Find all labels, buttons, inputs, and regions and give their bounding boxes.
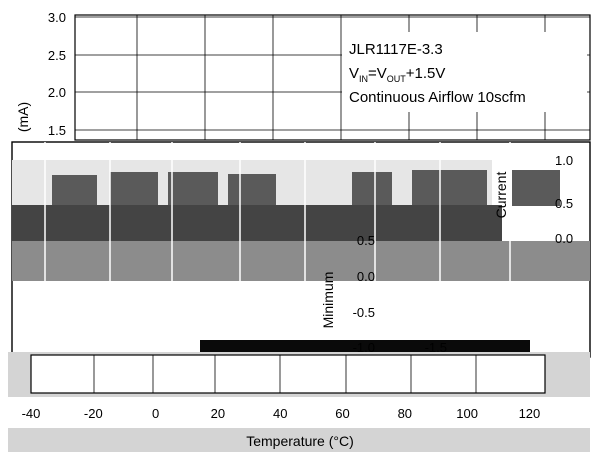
mid-y-tick-label: -0.5 — [353, 305, 375, 320]
bottom-vertical-grid — [93, 355, 477, 393]
top-y-tick-labels: 3.0 2.5 2.0 1.5 — [48, 10, 66, 138]
mid-dark-block — [110, 172, 158, 210]
x-tick-label: 80 — [398, 406, 412, 421]
mid-dark-block — [52, 175, 97, 210]
mid-dark-block — [168, 172, 218, 210]
x-tick-label: 60 — [335, 406, 349, 421]
bottom-plot-area — [30, 354, 546, 394]
right-edge-tick-label: 1.0 — [555, 153, 573, 168]
top-panel: 3.0 2.5 2.0 1.5 (mA) JLR1117E-3.3 VIN=VOUT+… — [15, 10, 591, 141]
right-edge-tick-label: 0.5 — [555, 196, 573, 211]
mid-band-gray — [12, 241, 590, 281]
x-tick-label: 120 — [519, 406, 541, 421]
x-tick-labels: -40 -20 0 20 40 60 80 100 120 — [22, 406, 541, 421]
bottom-panel: -40 -20 0 20 40 60 80 100 120 Temperature (°C) — [8, 352, 590, 452]
condition-tail: +1.5V — [406, 65, 446, 82]
top-y-tick-label: 1.5 — [48, 123, 66, 138]
right-edge-tick-label: 0.0 — [555, 231, 573, 246]
mid-y-tick-labels: 0.5 0.0 -0.5 -1.0 -1.5 — [353, 233, 447, 355]
x-tick-label: 40 — [273, 406, 287, 421]
mid-dark-block — [228, 174, 276, 210]
mid-band-dark — [12, 205, 502, 241]
x-axis-label: Temperature (°C) — [246, 433, 354, 449]
condition-vin: V — [349, 65, 359, 82]
top-y-tick-label: 2.0 — [48, 85, 66, 100]
y-axis-label: (mA) — [15, 102, 31, 132]
annotation-condition: VIN=VOUT+1.5V — [349, 65, 445, 84]
x-tick-label: -20 — [84, 406, 103, 421]
xlabel-band — [8, 428, 590, 452]
mid-y-tick-label: 0.5 — [357, 233, 375, 248]
condition-vout-sub: OUT — [387, 74, 407, 84]
mid-y-tick-label: -1.5 — [425, 340, 447, 355]
mid-dark-block — [352, 172, 392, 210]
mid-panel: 0.5 0.0 -0.5 -1.0 -1.5 1.0 0.5 0.0 Minimum Cur… — [11, 141, 591, 358]
mid-dark-block — [412, 170, 487, 210]
mid-y-tick-label: -1.0 — [353, 340, 375, 355]
top-y-tick-label: 2.5 — [48, 48, 66, 63]
mid-dark-block — [512, 170, 560, 206]
x-tick-label: 20 — [211, 406, 225, 421]
condition-vin-sub: IN — [359, 74, 368, 84]
mid-axis-label-minimum: Minimum — [320, 272, 336, 329]
right-edge-tick-labels: 1.0 0.5 0.0 — [555, 153, 573, 246]
mid-dark-blocks — [52, 170, 560, 210]
annotation-device: JLR1117E-3.3 — [349, 41, 443, 58]
condition-eq: =V — [368, 65, 387, 82]
mid-axis-label-current: Current — [493, 172, 509, 219]
mid-y-tick-label: 0.0 — [357, 269, 375, 284]
top-y-tick-label: 3.0 — [48, 10, 66, 25]
annotation-airflow: Continuous Airflow 10scfm — [349, 89, 526, 106]
x-tick-label: 0 — [152, 406, 159, 421]
mid-black-bar — [200, 340, 530, 352]
x-tick-label: -40 — [22, 406, 41, 421]
x-tick-label: 100 — [456, 406, 478, 421]
annotation-background — [342, 32, 587, 112]
mid-vertical-grid — [44, 142, 511, 357]
